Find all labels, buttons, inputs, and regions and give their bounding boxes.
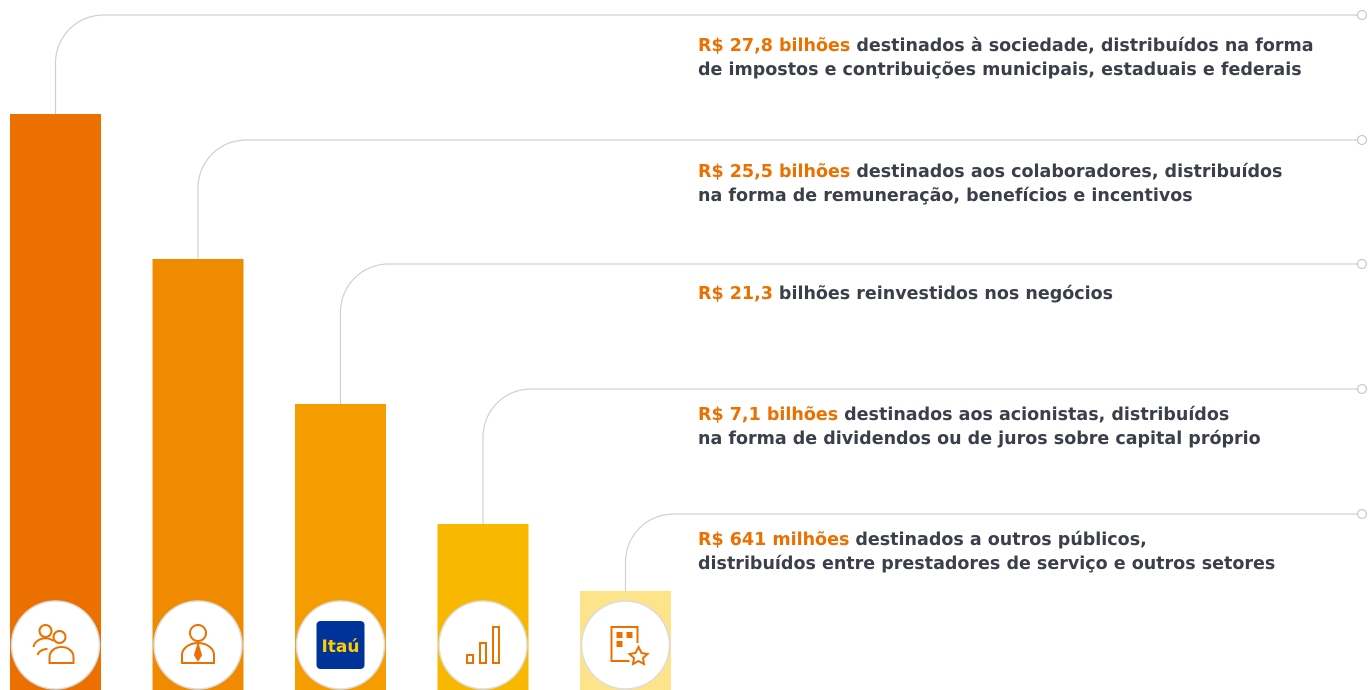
text-line: R$ 641 milhões destinados a outros públic…: [698, 528, 1275, 552]
icon-part: [610, 626, 639, 662]
connector-end: [1356, 383, 1368, 395]
icon-part: [479, 642, 487, 664]
icon-part: [193, 641, 203, 662]
text-line: R$ 25,5 bilhões destinados aos colaborado…: [698, 160, 1282, 184]
connector-end: [1356, 9, 1368, 21]
icon-circle: [438, 600, 528, 690]
text: bilhões reinvestidos nos negócios: [778, 284, 1114, 304]
text-line: de impostos e contribuições municipais, …: [698, 60, 1302, 80]
connector-end: [1356, 134, 1368, 146]
icon-circle: [580, 600, 671, 690]
text-line: R$ 7,1 bilhões destinados aos acionistas,…: [698, 403, 1261, 427]
text-line: R$ 27,8 bilhões destinados à sociedade, d…: [698, 34, 1314, 58]
connector-end: [1356, 508, 1368, 520]
icon-part: [32, 637, 75, 664]
icon-part: [627, 644, 650, 666]
icon-part: [492, 626, 500, 664]
text-line: na forma de dividendos ou de juros sobre…: [698, 429, 1261, 449]
item-text: R$ 7,1 bilhões destinados aos acionistas,…: [698, 403, 1261, 451]
text-line: R$ 21,3 bilhões reinvestidos nos negócios: [698, 282, 1113, 306]
text: destinados a outros públicos,: [855, 530, 1147, 550]
connector-line: [482, 388, 1358, 524]
icon: [181, 624, 215, 664]
logo-box: [316, 621, 365, 669]
text: destinados aos acionistas, distribuídos: [844, 405, 1230, 425]
icon: [610, 626, 650, 666]
text: destinados aos colaboradores, distribuíd…: [856, 162, 1283, 182]
connector-end: [1356, 258, 1368, 270]
icon-circle: [10, 600, 101, 690]
highlight: R$ 641 milhões: [698, 530, 850, 550]
text-line: distribuídos entre prestadores de serviç…: [698, 554, 1276, 574]
text: destinados à sociedade, distribuídos na …: [856, 36, 1314, 56]
icon: [32, 624, 75, 664]
icon: [466, 626, 500, 664]
icon-part: [466, 654, 474, 664]
item-text: R$ 641 milhões destinados a outros públic…: [698, 528, 1275, 576]
item-text: R$ 21,3 bilhões reinvestidos nos negócios: [698, 282, 1113, 306]
highlight: R$ 21,3: [698, 284, 773, 304]
icon-part: [616, 632, 633, 647]
item-text: R$ 25,5 bilhões destinados aos colaborado…: [698, 160, 1282, 208]
connector-line: [197, 139, 1358, 259]
logo-text: Itaú: [321, 637, 359, 657]
icon-part: [189, 624, 207, 642]
icon-part: [181, 642, 215, 664]
text-line: na forma de remuneração, benefícios e in…: [698, 186, 1193, 206]
icon-part: [38, 624, 53, 638]
connector-line: [54, 14, 1358, 114]
bar: [10, 114, 101, 690]
item-text: R$ 27,8 bilhões destinados à sociedade, d…: [698, 34, 1314, 82]
highlight: R$ 7,1 bilhões: [698, 405, 839, 425]
connector-line: [339, 263, 1358, 404]
icon: Itaú: [316, 621, 365, 669]
highlight: R$ 27,8 bilhões: [698, 36, 851, 56]
icon-part: [52, 630, 67, 644]
connector-line: [624, 513, 1358, 591]
highlight: R$ 25,5 bilhões: [698, 162, 851, 182]
